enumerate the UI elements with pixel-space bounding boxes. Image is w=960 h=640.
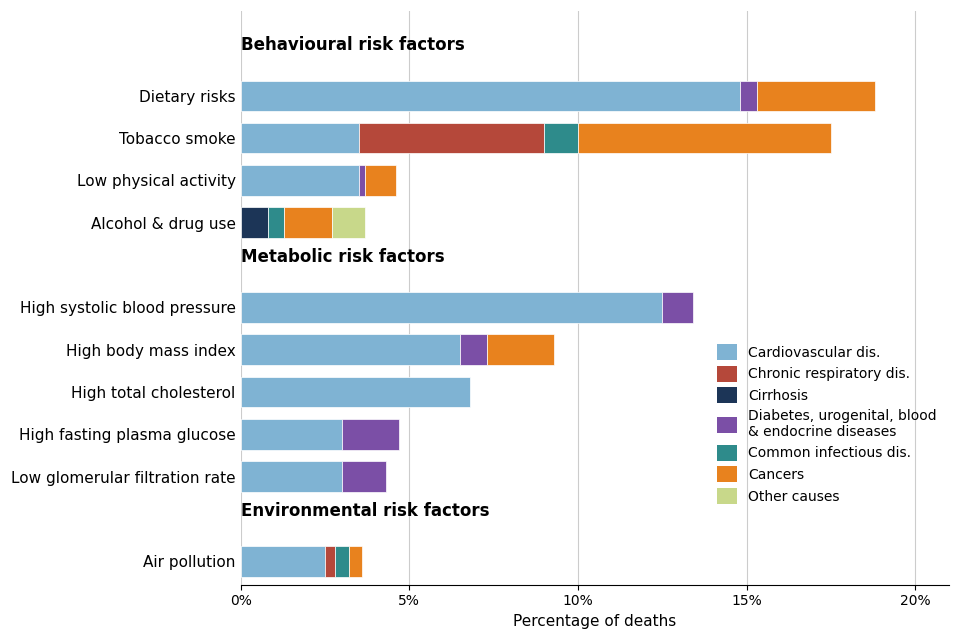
Bar	[342, 419, 399, 449]
Legend: Cardiovascular dis., Chronic respiratory dis., Cirrhosis, Diabetes, urogenital, : Cardiovascular dis., Chronic respiratory…	[711, 339, 942, 509]
Bar	[487, 335, 554, 365]
X-axis label: Percentage of deaths: Percentage of deaths	[513, 614, 677, 629]
Bar	[241, 165, 359, 196]
Bar	[241, 81, 740, 111]
Bar	[324, 546, 335, 577]
Bar	[241, 292, 662, 323]
Bar	[268, 207, 284, 238]
Bar	[241, 461, 342, 492]
Bar	[241, 419, 342, 449]
Bar	[241, 123, 359, 154]
Bar	[284, 207, 331, 238]
Bar	[578, 123, 830, 154]
Text: Environmental risk factors: Environmental risk factors	[241, 502, 489, 520]
Bar	[366, 165, 396, 196]
Bar	[359, 165, 366, 196]
Bar	[241, 335, 460, 365]
Bar	[359, 123, 544, 154]
Bar	[342, 461, 386, 492]
Bar	[331, 207, 366, 238]
Bar	[335, 546, 348, 577]
Bar	[241, 377, 470, 407]
Bar	[241, 546, 324, 577]
Bar	[348, 546, 362, 577]
Bar	[241, 207, 268, 238]
Bar	[544, 123, 578, 154]
Text: Behavioural risk factors: Behavioural risk factors	[241, 36, 465, 54]
Bar	[740, 81, 756, 111]
Bar	[460, 335, 487, 365]
Bar	[756, 81, 875, 111]
Bar	[662, 292, 692, 323]
Text: Metabolic risk factors: Metabolic risk factors	[241, 248, 444, 266]
